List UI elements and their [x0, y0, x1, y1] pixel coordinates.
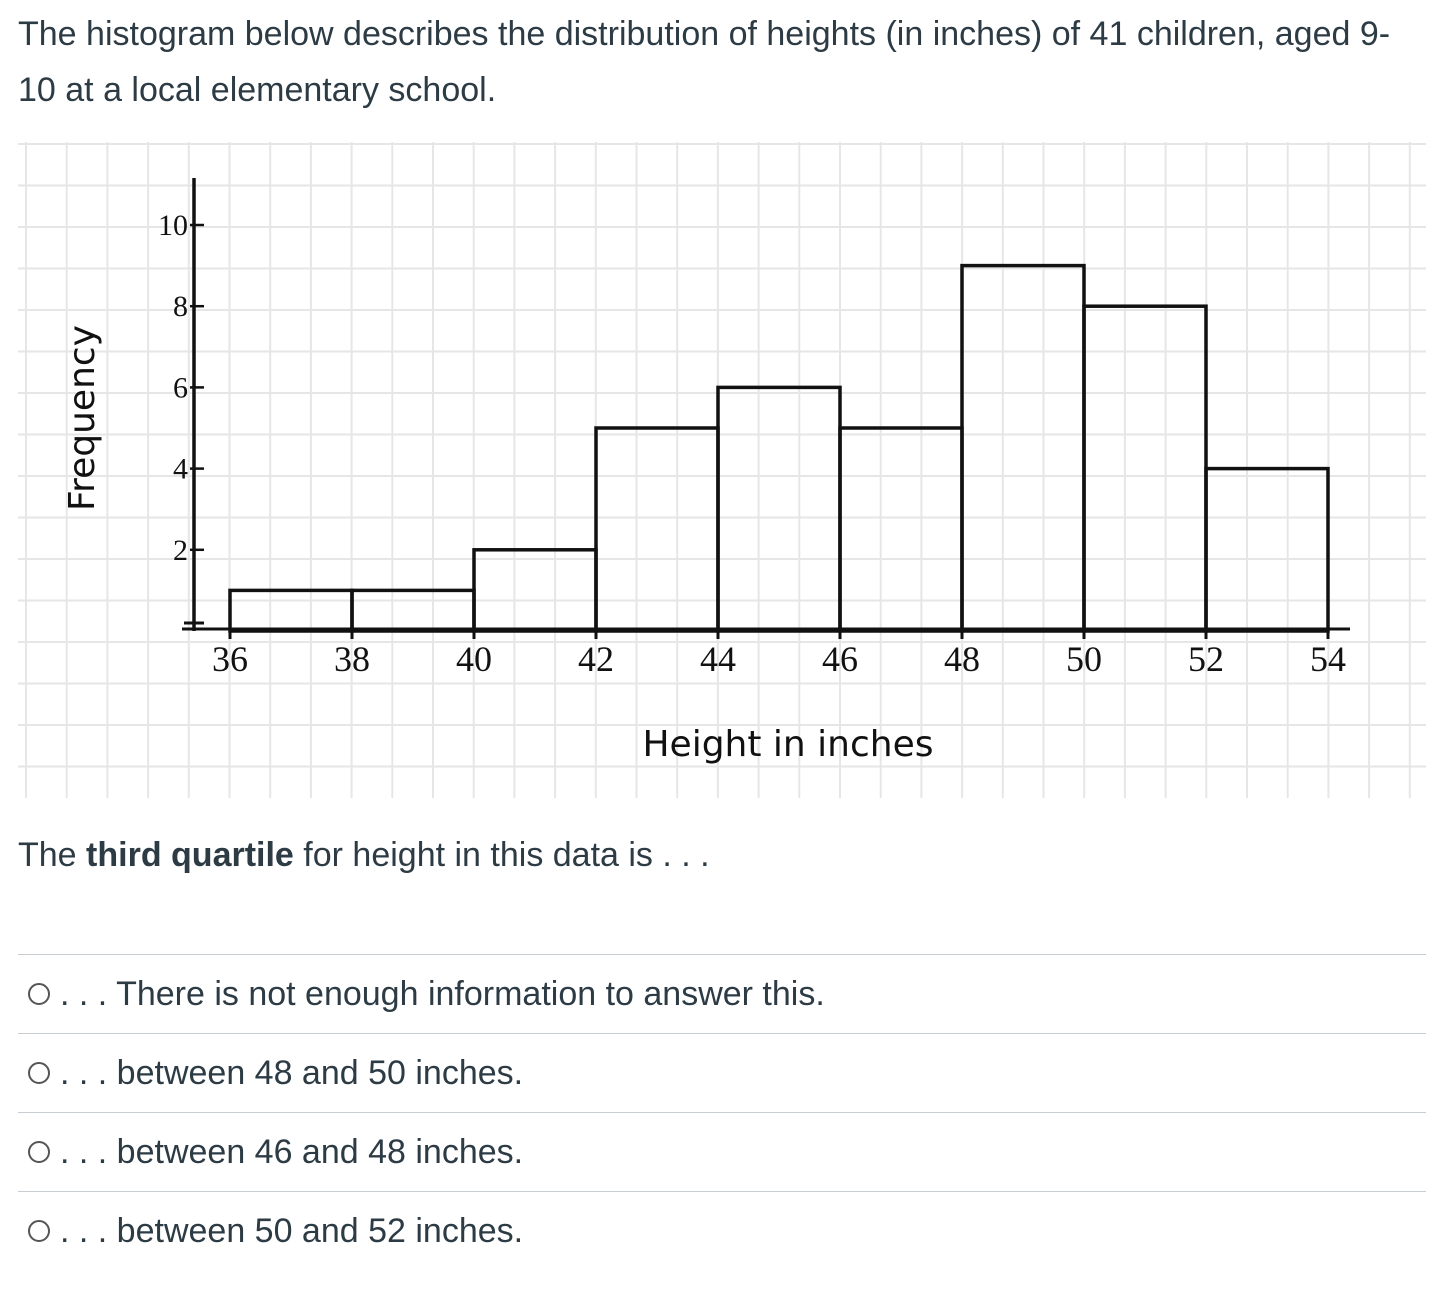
histogram-bar [1204, 466, 1330, 633]
prompt-suffix: for height in this data is . . . [293, 836, 710, 874]
x-tick-label: 46 [822, 639, 858, 679]
y-axis-title: Frequency [62, 325, 103, 511]
question-prompt: The third quartile for height in this da… [18, 830, 710, 880]
y-tick-label: 8 [173, 290, 188, 323]
answer-options: . . . There is not enough information to… [18, 954, 1426, 1270]
answer-option-label: . . . between 46 and 48 inches. [60, 1132, 524, 1171]
histogram-bars [228, 263, 1330, 633]
x-axis-title: Height in inches [642, 724, 933, 765]
chart-axes [182, 178, 1350, 639]
radio-button[interactable] [28, 983, 50, 1005]
x-tick-label: 52 [1188, 639, 1224, 679]
question-intro: The histogram below describes the distri… [18, 15, 1391, 109]
histogram-bar [472, 548, 598, 633]
x-tick-label: 48 [944, 639, 980, 679]
histogram-figure: 2 4 6 8 10 36 38 40 42 44 46 48 50 52 54 Height in inch… [18, 138, 1426, 802]
radio-button[interactable] [28, 1220, 50, 1242]
x-tick-label: 54 [1310, 639, 1346, 679]
x-tick-label: 50 [1066, 639, 1102, 679]
x-tick-label: 36 [212, 639, 248, 679]
histogram-bar [228, 588, 354, 633]
answer-option[interactable]: . . . between 48 and 50 inches. [18, 1033, 1426, 1112]
histogram-bar [716, 385, 842, 633]
y-tick-label: 2 [173, 534, 188, 567]
y-tick-label: 10 [158, 209, 188, 242]
answer-option-label: . . . There is not enough information to… [60, 974, 825, 1013]
x-tick-label: 38 [334, 639, 370, 679]
y-tick-label: 6 [173, 371, 188, 404]
histogram-bar [1082, 304, 1208, 633]
histogram-bar [350, 588, 476, 633]
answer-option[interactable]: . . . between 46 and 48 inches. [18, 1112, 1426, 1191]
radio-button[interactable] [28, 1062, 50, 1084]
answer-option[interactable]: . . . between 50 and 52 inches. [18, 1191, 1426, 1270]
answer-option[interactable]: . . . There is not enough information to… [18, 954, 1426, 1033]
x-tick-label: 44 [700, 639, 736, 679]
histogram-bar [960, 263, 1086, 633]
y-tick-label: 4 [173, 453, 188, 486]
answer-option-label: . . . between 48 and 50 inches. [60, 1053, 524, 1092]
prompt-prefix: The [18, 836, 87, 874]
x-tick-label: 42 [578, 639, 614, 679]
x-tick-label: 40 [456, 639, 492, 679]
prompt-bold: third quartile [86, 836, 294, 874]
answer-option-label: . . . between 50 and 52 inches. [60, 1211, 524, 1250]
radio-button[interactable] [28, 1141, 50, 1163]
background-grid [18, 142, 1426, 798]
